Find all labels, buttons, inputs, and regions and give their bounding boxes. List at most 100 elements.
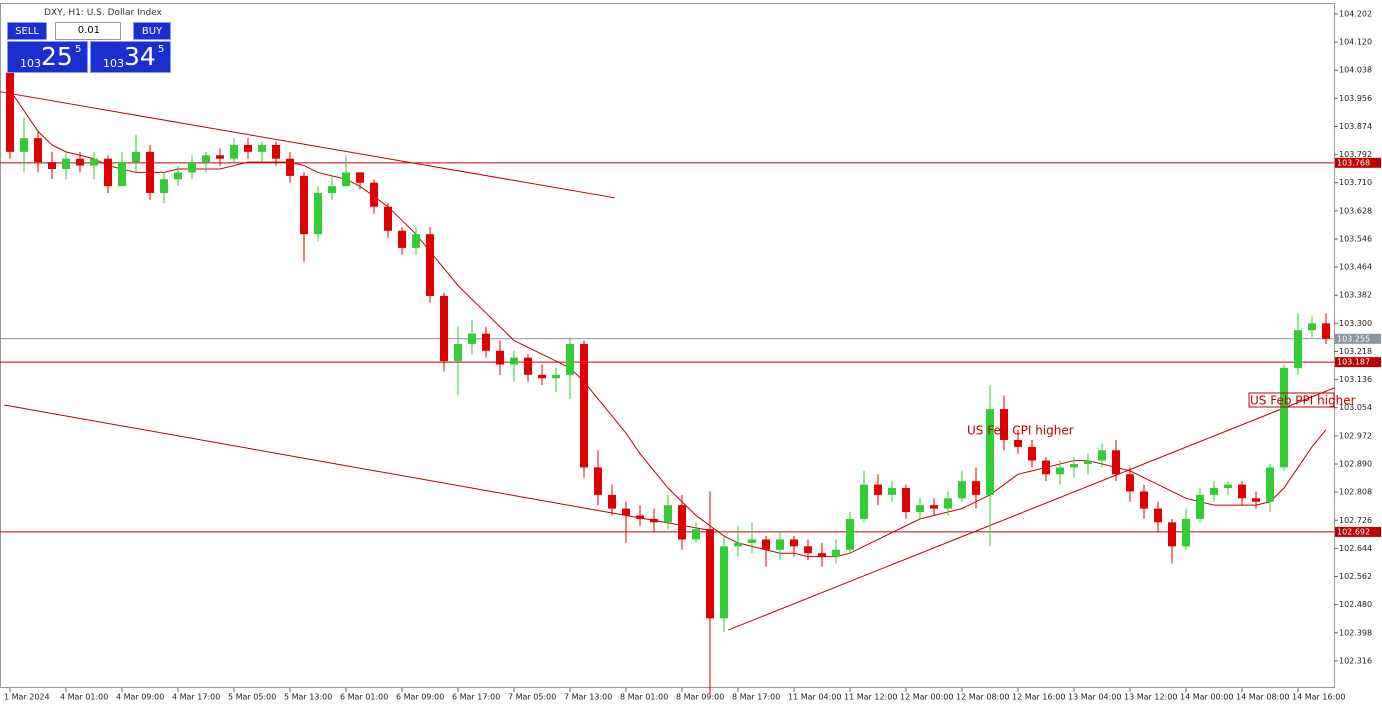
- x-tick-label: 11 Mar 12:00: [844, 693, 897, 702]
- bid-sup: 5: [75, 44, 82, 55]
- candle-body: [790, 539, 798, 547]
- level-line-label: 103.768: [1337, 158, 1370, 167]
- candle-body: [538, 374, 546, 379]
- x-tick-label: 13 Mar 12:00: [1124, 693, 1177, 702]
- level-line-tag: [1335, 526, 1381, 537]
- ask-big: 103: [103, 57, 124, 70]
- candle-body: [1112, 450, 1120, 475]
- candle-body: [832, 549, 840, 557]
- candle-body: [370, 182, 378, 207]
- candle-body: [762, 539, 770, 550]
- y-tick-label: 103.956: [1339, 94, 1372, 103]
- candle-body: [776, 539, 784, 550]
- candle-body: [650, 518, 658, 523]
- y-tick-label: 103.464: [1339, 263, 1372, 272]
- candle-body: [944, 498, 952, 509]
- x-tick-label: 12 Mar 08:00: [956, 693, 1009, 702]
- candle-body: [1028, 446, 1036, 461]
- lot-input[interactable]: 0.01: [55, 22, 121, 40]
- candle-body: [216, 155, 224, 159]
- candle-body: [608, 494, 616, 509]
- x-tick-label: 11 Mar 04:00: [788, 693, 841, 702]
- x-tick-label: 8 Mar 09:00: [676, 693, 724, 702]
- annotation: US Feb CPI higher: [967, 424, 1074, 438]
- buy-button[interactable]: BUY: [133, 22, 171, 40]
- candle-body: [384, 206, 392, 231]
- y-tick-label: 102.398: [1339, 628, 1372, 637]
- candle-body: [902, 488, 910, 513]
- candle-body: [678, 505, 686, 540]
- sell-button[interactable]: SELL: [7, 22, 47, 40]
- ask-sup: 5: [158, 44, 165, 55]
- y-tick-label: 102.562: [1339, 572, 1372, 581]
- candle-body: [930, 505, 938, 509]
- bid-mid: 25: [41, 42, 73, 71]
- x-tick-label: 8 Mar 17:00: [732, 693, 780, 702]
- candle-body: [1168, 522, 1176, 547]
- candle-body: [916, 505, 924, 513]
- candle-body: [6, 72, 14, 152]
- y-tick-label: 102.726: [1339, 516, 1372, 525]
- x-tick-label: 14 Mar 00:00: [1180, 693, 1233, 702]
- candle-body: [440, 295, 448, 362]
- bid-price[interactable]: 103 25 5: [7, 41, 88, 73]
- y-tick-label: 103.382: [1339, 291, 1372, 300]
- candle-body: [272, 144, 280, 159]
- plot-frame: [0, 3, 1335, 688]
- x-tick-label: 8 Mar 01:00: [620, 693, 668, 702]
- candle-body: [258, 144, 266, 152]
- x-tick-label: 1 Mar 2024: [4, 693, 50, 702]
- candle-body: [1196, 494, 1204, 519]
- candle-body: [986, 409, 994, 495]
- x-tick-label: 4 Mar 09:00: [116, 693, 164, 702]
- x-tick-label: 6 Mar 17:00: [452, 693, 500, 702]
- x-tick-label: 12 Mar 16:00: [1012, 693, 1065, 702]
- candle-body: [132, 151, 140, 163]
- x-tick-label: 13 Mar 04:00: [1068, 693, 1121, 702]
- candle-body: [888, 488, 896, 495]
- y-tick-label: 102.972: [1339, 431, 1372, 440]
- candle-body: [188, 162, 196, 173]
- candle-body: [230, 144, 238, 159]
- ask-mid: 34: [124, 42, 156, 71]
- candle-body: [804, 546, 812, 554]
- x-tick-label: 6 Mar 01:00: [340, 693, 388, 702]
- candle-body: [342, 172, 350, 187]
- candle-body: [118, 162, 126, 187]
- chart-title: DXY, H1: U.S. Dollar Index: [44, 8, 162, 18]
- candle-body: [594, 467, 602, 495]
- candle-body: [244, 144, 252, 152]
- candle-body: [958, 481, 966, 499]
- candle-body: [1084, 460, 1092, 465]
- current-price-line-label: 103.255: [1337, 334, 1370, 343]
- x-tick-label: 5 Mar 13:00: [284, 693, 332, 702]
- y-tick-label: 102.808: [1339, 488, 1372, 497]
- candle-body: [1056, 467, 1064, 475]
- annotation: US Feb PPI higher: [1250, 394, 1356, 408]
- candle-body: [552, 374, 560, 379]
- candle-body: [1280, 367, 1288, 468]
- candle-body: [1266, 467, 1274, 502]
- candle-body: [734, 542, 742, 547]
- level-line-tag: [1335, 357, 1381, 368]
- candle-body: [20, 138, 28, 152]
- y-tick-label: 102.890: [1339, 460, 1372, 469]
- ask-price[interactable]: 103 34 5: [90, 41, 171, 73]
- candle-body: [146, 151, 154, 194]
- moving-average: [9, 89, 1327, 558]
- candle-body: [1042, 460, 1050, 475]
- candle-body: [1224, 484, 1232, 489]
- candle-body: [636, 515, 644, 519]
- candle-body: [580, 343, 588, 468]
- candle-body: [524, 357, 532, 375]
- candle-body: [748, 539, 756, 543]
- candle-body: [482, 333, 490, 351]
- candle-body: [398, 230, 406, 248]
- x-tick-label: 7 Mar 05:00: [508, 693, 556, 702]
- y-tick-label: 103.054: [1339, 403, 1372, 412]
- annotation-box: [1248, 392, 1335, 408]
- candle-body: [818, 553, 826, 557]
- candle-body: [972, 481, 980, 495]
- candle-body: [412, 234, 420, 248]
